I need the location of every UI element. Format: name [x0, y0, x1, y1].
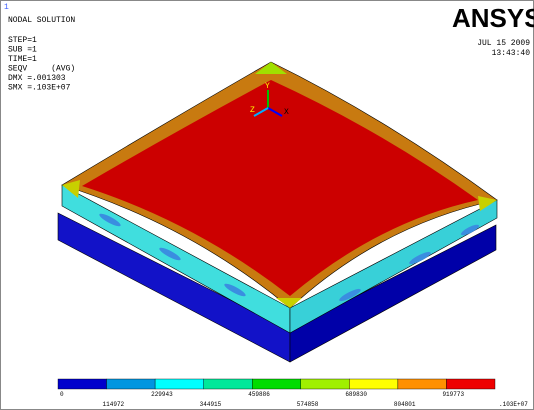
legend-swatch — [349, 379, 398, 389]
info-title: NODAL SOLUTION — [8, 16, 75, 25]
legend-label: 804801 — [394, 401, 416, 408]
triad-y-label: Y — [265, 82, 270, 91]
info-line: TIME=1 — [8, 55, 37, 64]
legend-label: 0 — [60, 391, 64, 398]
legend-label: 114972 — [103, 401, 125, 408]
legend-label: 574858 — [297, 401, 319, 408]
legend-label: 344915 — [200, 401, 222, 408]
info-line: SUB =1 — [8, 46, 37, 55]
legend-swatch — [58, 379, 107, 389]
legend-swatch — [252, 379, 301, 389]
legend-swatch — [398, 379, 447, 389]
date: JUL 15 2009 — [477, 39, 530, 48]
window-number: 1 — [4, 3, 9, 12]
legend-label: 229943 — [151, 391, 173, 398]
legend-label: .103E+07 — [499, 401, 528, 408]
ansys-window: 1 NODAL SOLUTION STEP=1SUB =1TIME=1SEQV … — [0, 0, 534, 410]
legend-label: 459886 — [248, 391, 270, 398]
legend-label: 919773 — [442, 391, 464, 398]
legend-swatch — [301, 379, 350, 389]
info-line: STEP=1 — [8, 36, 37, 45]
info-line: DMX =.001303 — [8, 74, 66, 83]
triad-x-label: X — [284, 108, 289, 117]
legend-swatch — [155, 379, 204, 389]
legend-swatch — [107, 379, 156, 389]
info-line: SEQV (AVG) — [8, 65, 75, 74]
legend-label: 689830 — [345, 391, 367, 398]
legend-swatch — [204, 379, 253, 389]
time: 13:43:40 — [492, 49, 531, 58]
logo: ANSYS — [452, 3, 534, 33]
info-line: SMX =.103E+07 — [8, 84, 71, 93]
legend-swatch — [446, 379, 495, 389]
triad-z-label: Z — [250, 106, 255, 115]
